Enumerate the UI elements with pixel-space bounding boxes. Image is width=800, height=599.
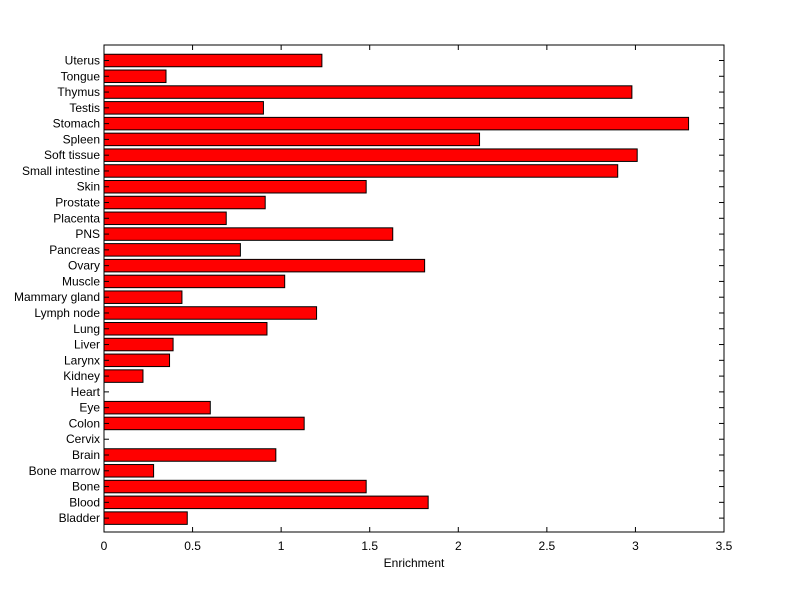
y-tick-label-pancreas: Pancreas bbox=[49, 243, 100, 257]
x-tick-label: 0 bbox=[101, 539, 108, 553]
y-tick-label-prostate: Prostate bbox=[55, 196, 100, 210]
x-tick-label: 3 bbox=[632, 539, 639, 553]
y-tick-label-stomach: Stomach bbox=[53, 117, 100, 131]
bar-blood bbox=[103, 495, 429, 510]
y-tick-label-cervix: Cervix bbox=[66, 432, 100, 446]
bar-skin bbox=[103, 179, 367, 194]
y-tick-label-thymus: Thymus bbox=[57, 85, 100, 99]
y-tick-label-lung: Lung bbox=[73, 322, 100, 336]
bar-bladder bbox=[103, 511, 188, 525]
bar-brain bbox=[103, 448, 277, 462]
y-tick-label-testis: Testis bbox=[69, 101, 100, 115]
y-tick-label-mammary-gland: Mammary gland bbox=[14, 290, 100, 304]
bar-pns bbox=[103, 227, 394, 241]
bar-small-intestine bbox=[103, 164, 619, 178]
bar-placenta bbox=[103, 211, 227, 226]
y-tick-label-bladder: Bladder bbox=[59, 511, 100, 525]
x-tick-label: 2.5 bbox=[539, 539, 556, 553]
bar-testis bbox=[103, 101, 264, 115]
y-tick-label-liver: Liver bbox=[74, 338, 100, 352]
bar-uterus bbox=[103, 53, 323, 68]
bar-spleen bbox=[103, 132, 481, 147]
y-tick-label-eye: Eye bbox=[79, 401, 100, 415]
bar-muscle bbox=[103, 274, 286, 289]
x-axis-label: Enrichment bbox=[384, 556, 445, 570]
y-tick-label-bone: Bone bbox=[72, 480, 100, 494]
x-tick-label: 1 bbox=[278, 539, 285, 553]
bar-colon bbox=[103, 416, 305, 431]
bar-liver bbox=[103, 337, 174, 352]
plot-frame bbox=[103, 44, 725, 533]
bar-soft-tissue bbox=[103, 148, 638, 162]
y-tick-label-brain: Brain bbox=[72, 448, 100, 462]
y-tick-label-uterus: Uterus bbox=[65, 54, 100, 68]
y-tick-label-colon: Colon bbox=[69, 416, 100, 430]
bar-pancreas bbox=[103, 243, 241, 257]
x-tick-label: 3.5 bbox=[716, 539, 733, 553]
x-tick-label: 1.5 bbox=[361, 539, 378, 553]
y-tick-label-larynx: Larynx bbox=[64, 353, 100, 367]
y-tick-label-blood: Blood bbox=[69, 495, 100, 509]
x-tick-label: 0.5 bbox=[184, 539, 201, 553]
bar-ovary bbox=[103, 258, 426, 273]
y-tick-label-small-intestine: Small intestine bbox=[22, 164, 100, 178]
bar-prostate bbox=[103, 195, 266, 210]
bar-bone-marrow bbox=[103, 464, 155, 478]
x-tick-label: 2 bbox=[455, 539, 462, 553]
y-tick-label-spleen: Spleen bbox=[63, 132, 100, 146]
bar-kidney bbox=[103, 369, 144, 383]
y-tick-label-pns: PNS bbox=[75, 227, 100, 241]
y-tick-label-skin: Skin bbox=[77, 180, 100, 194]
bar-stomach bbox=[103, 116, 690, 131]
y-tick-label-bone-marrow: Bone marrow bbox=[29, 464, 101, 478]
y-tick-label-placenta: Placenta bbox=[53, 211, 100, 225]
y-tick-label-muscle: Muscle bbox=[62, 274, 100, 288]
y-tick-label-kidney: Kidney bbox=[63, 369, 100, 383]
bar-lymph-node bbox=[103, 306, 318, 320]
y-tick-label-lymph-node: Lymph node bbox=[34, 306, 100, 320]
y-tick-label-heart: Heart bbox=[71, 385, 101, 399]
bar-mammary-gland bbox=[103, 290, 183, 304]
y-tick-label-soft-tissue: Soft tissue bbox=[44, 148, 100, 162]
bar-lung bbox=[103, 322, 268, 336]
y-tick-label-tongue: Tongue bbox=[61, 69, 101, 83]
bar-tongue bbox=[103, 69, 167, 84]
bar-larynx bbox=[103, 353, 171, 368]
bar-thymus bbox=[103, 85, 633, 99]
bar-bone bbox=[103, 479, 367, 494]
y-tick-label-ovary: Ovary bbox=[68, 259, 100, 273]
bar-eye bbox=[103, 400, 211, 415]
